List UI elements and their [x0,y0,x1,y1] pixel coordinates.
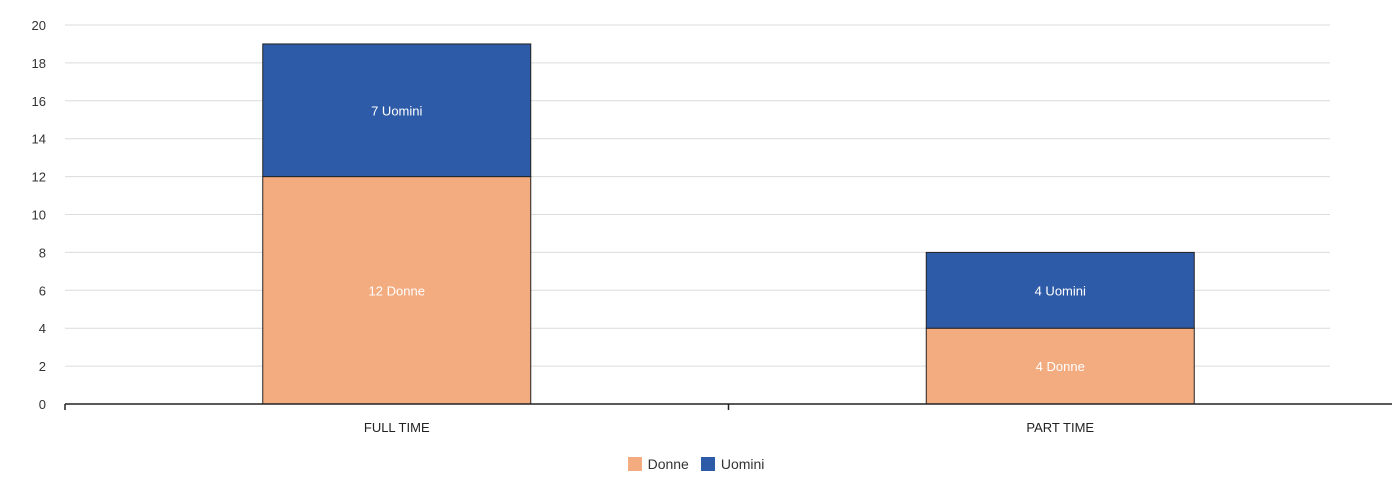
x-tick-label: FULL TIME [364,420,430,435]
legend-item-uomini: Uomini [700,456,765,472]
y-tick-label: 10 [32,208,46,223]
y-tick-label: 18 [32,56,46,71]
legend-swatch-donne [627,457,642,471]
legend-label-donne: Donne [647,456,689,472]
data-label-uomini: 4 Uomini [1035,283,1086,298]
y-tick-label: 8 [39,245,46,260]
x-tick-label: PART TIME [1026,420,1094,435]
y-tick-label: 4 [39,321,46,336]
y-tick-label: 2 [39,359,46,374]
legend-swatch-uomini [700,457,715,471]
bar-uomini [262,43,532,178]
y-tick-label: 6 [39,283,46,298]
data-label-donne: 4 Donne [1036,359,1085,374]
legend-label-uomini: Uomini [720,456,765,472]
bar-uomini [925,251,1195,329]
y-tick-label: 0 [39,397,46,412]
y-tick-label: 14 [32,132,46,147]
y-tick-label: 16 [32,94,46,109]
legend: Donne Uomini [0,456,1392,472]
y-tick-label: 20 [32,18,46,33]
data-label-uomini: 7 Uomini [371,103,422,118]
legend-item-donne: Donne [627,456,689,472]
data-label-donne: 12 Donne [369,283,425,298]
y-tick-label: 12 [32,170,46,185]
